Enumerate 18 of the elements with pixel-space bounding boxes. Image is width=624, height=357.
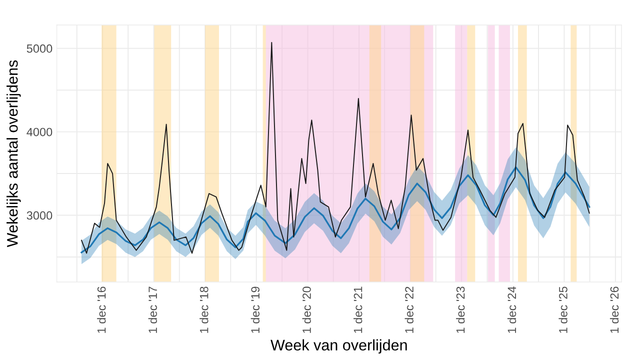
line-series <box>81 42 590 254</box>
x-tick-label: 1 dec '20 <box>302 286 311 333</box>
x-tick-label: 1 dec '17 <box>148 286 157 333</box>
x-tick-label: 1 dec '19 <box>250 286 260 333</box>
x-tick-label: 1 dec '26 <box>610 286 619 333</box>
x-tick-label: 1 dec '18 <box>200 286 208 333</box>
x-tick-label: 1 dec '25 <box>558 286 568 333</box>
line-series <box>80 166 590 254</box>
y-tick-label: 4000 <box>26 128 52 136</box>
y-tick-label: 5000 <box>26 44 52 53</box>
x-tick-label: 1 dec '24 <box>507 286 516 333</box>
x-tick-label: 1 dec '21 <box>354 286 362 333</box>
y-tick-label: 3000 <box>26 211 52 220</box>
x-tick-label: 1 dec '16 <box>97 286 106 333</box>
x-tick-label: 1 dec '22 <box>404 286 414 333</box>
x-axis-title: Week van overlijden <box>270 339 407 354</box>
x-tick-label: 1 dec '23 <box>456 286 465 333</box>
y-axis-title: Wekelijks aantal overlijdens <box>6 60 21 248</box>
